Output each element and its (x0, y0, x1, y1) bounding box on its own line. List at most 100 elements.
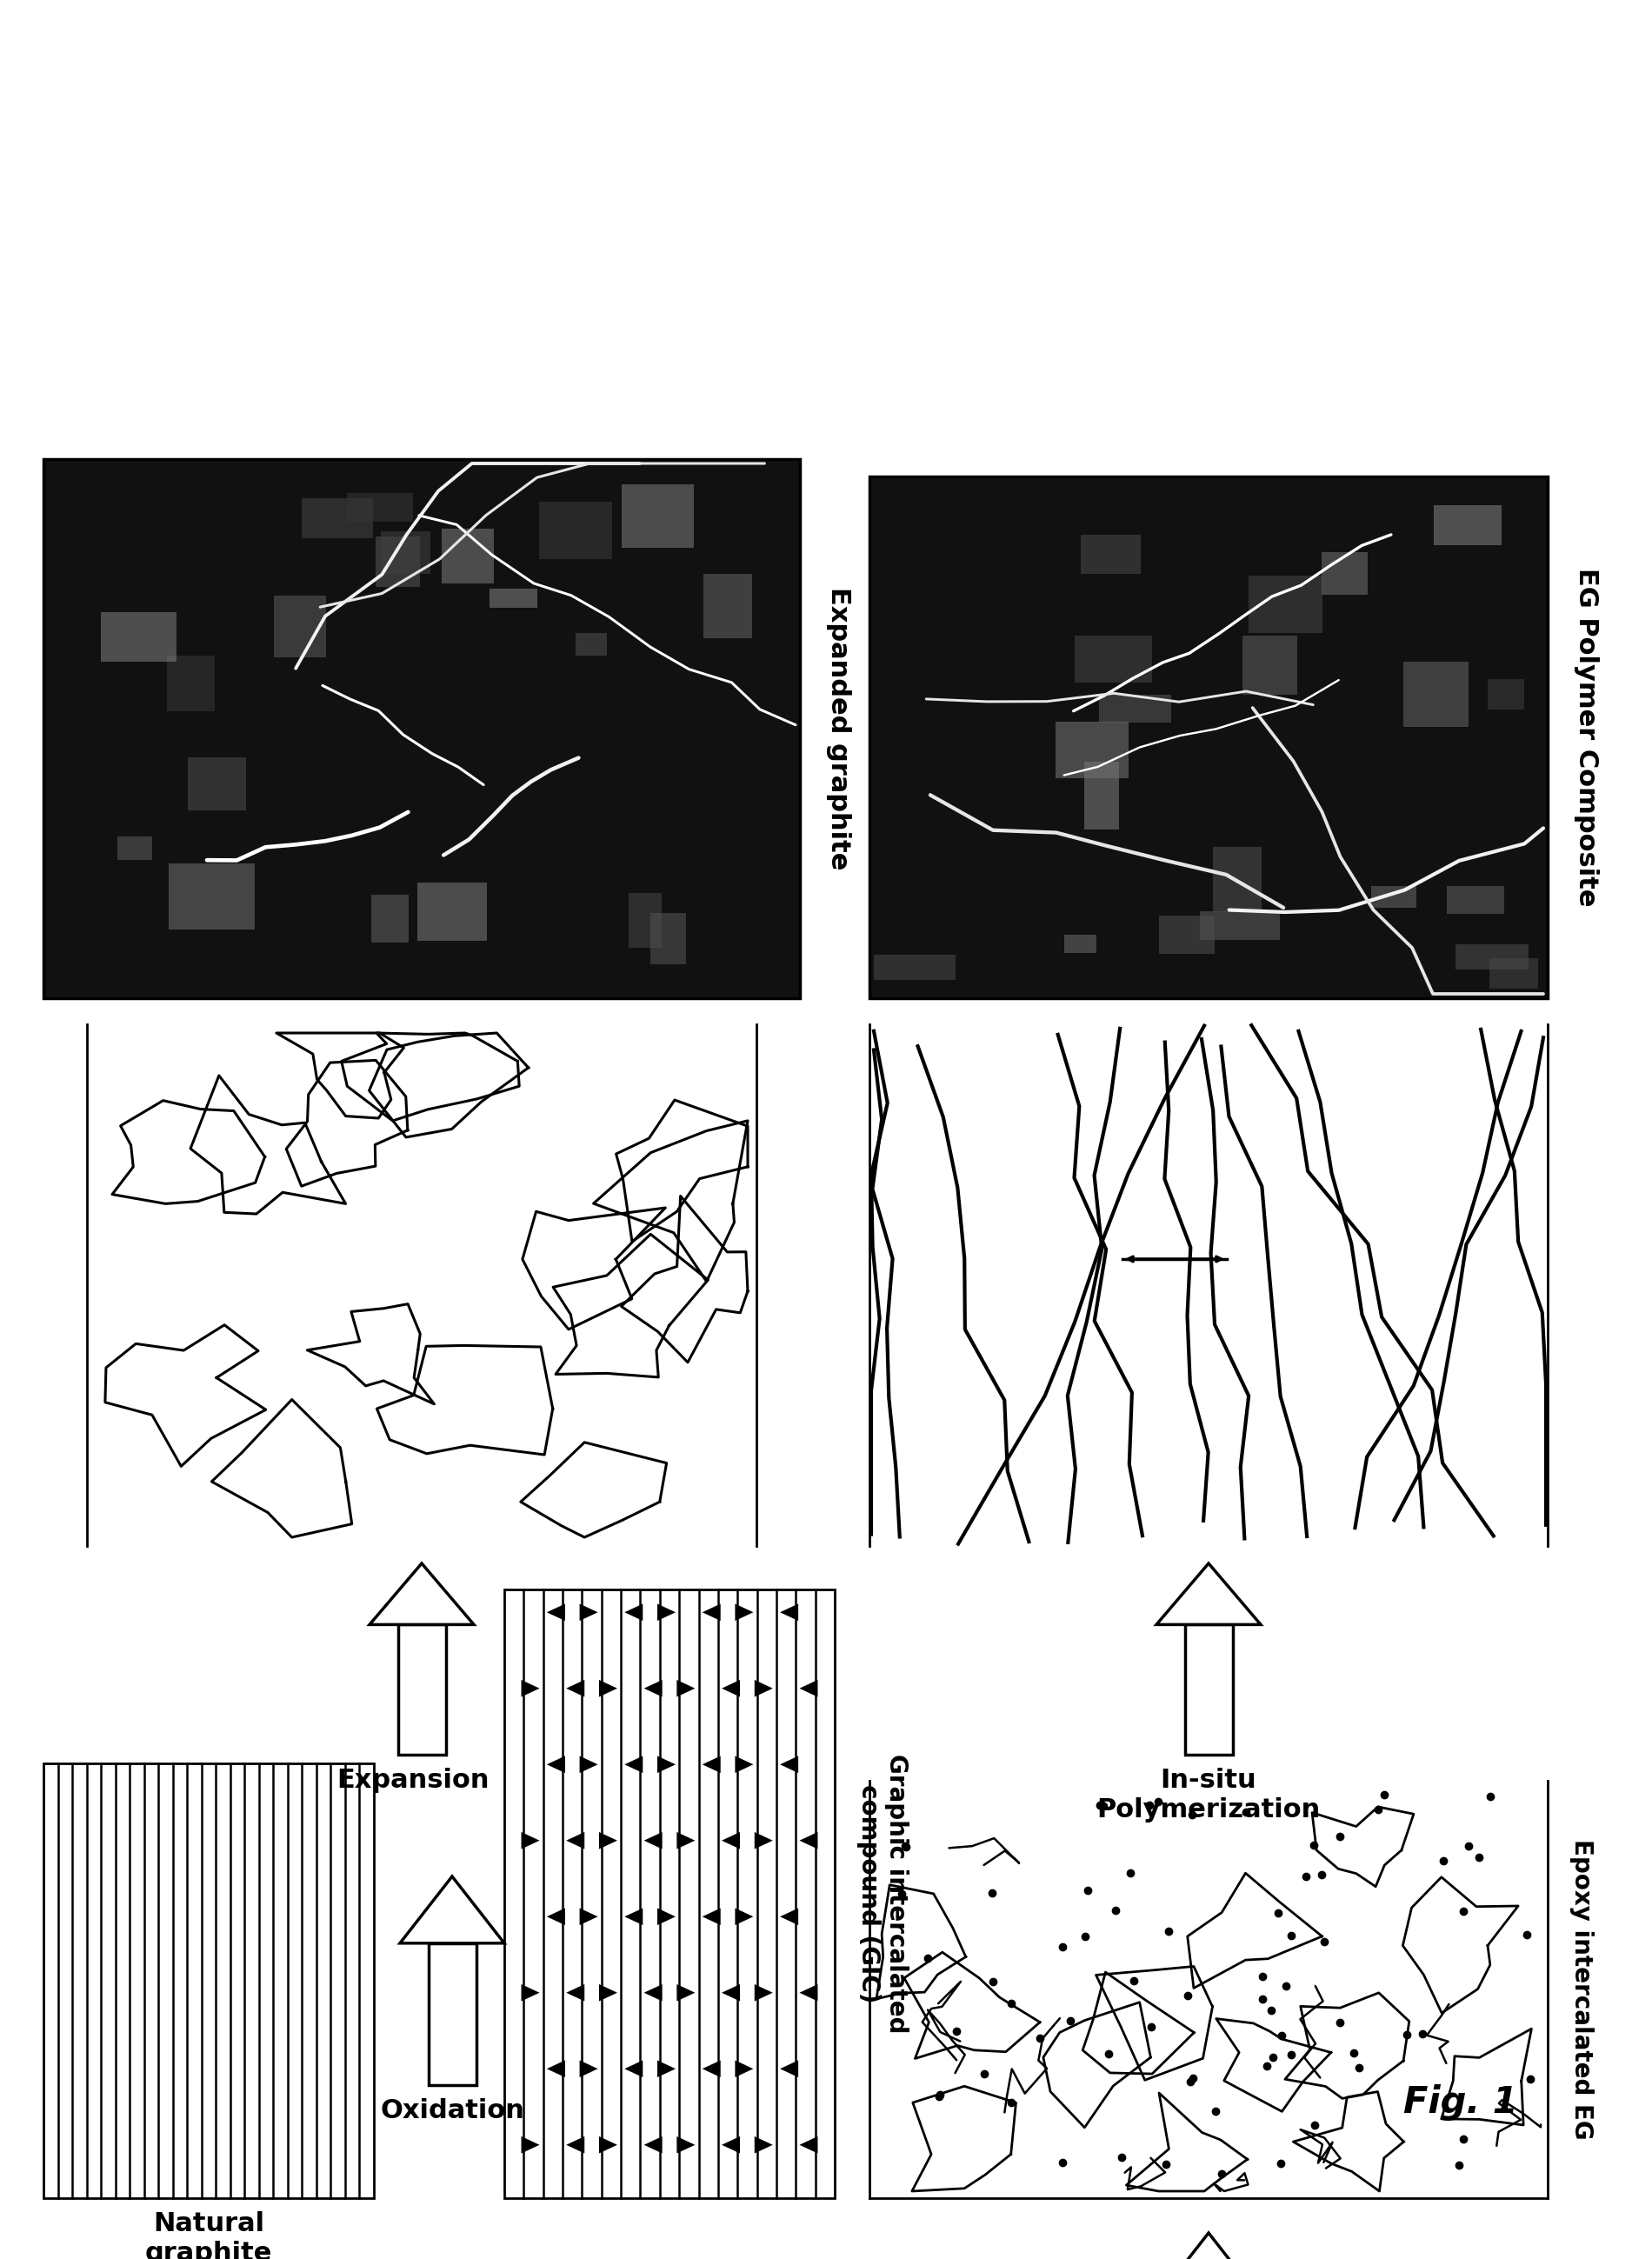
Polygon shape (702, 1755, 720, 1773)
Bar (1488, 680, 1525, 709)
Bar (1080, 535, 1140, 574)
Bar (1056, 723, 1128, 777)
Polygon shape (522, 1832, 540, 1850)
Bar (43, 459, 800, 998)
Polygon shape (800, 1983, 818, 2001)
Text: Fig. 1: Fig. 1 (1404, 2085, 1518, 2121)
Polygon shape (755, 1832, 773, 1850)
Polygon shape (780, 1604, 798, 1620)
Polygon shape (722, 1983, 740, 2001)
Polygon shape (780, 1909, 798, 1925)
Polygon shape (567, 1832, 585, 1850)
Text: Expansion: Expansion (337, 1769, 489, 1794)
Bar (382, 531, 430, 574)
Polygon shape (400, 1877, 504, 1943)
Polygon shape (600, 2137, 618, 2153)
Bar (1084, 761, 1120, 829)
Polygon shape (780, 2060, 798, 2078)
Bar (377, 535, 420, 587)
Polygon shape (522, 2137, 540, 2153)
Polygon shape (644, 2137, 662, 2153)
Polygon shape (755, 2137, 773, 2153)
Text: EG Polymer Composite: EG Polymer Composite (1574, 567, 1599, 906)
Polygon shape (657, 1604, 676, 1620)
Polygon shape (657, 1909, 676, 1925)
Polygon shape (735, 1604, 753, 1620)
Polygon shape (522, 1983, 540, 2001)
Polygon shape (547, 1755, 565, 1773)
Text: Graphic intercalated
compound (GIC): Graphic intercalated compound (GIC) (856, 1753, 909, 2033)
Bar (169, 863, 254, 928)
Bar (1064, 935, 1097, 953)
Bar (704, 574, 752, 637)
Bar (372, 895, 408, 942)
Text: Oxidation: Oxidation (380, 2099, 524, 2123)
Polygon shape (702, 1604, 720, 1620)
Bar (274, 596, 325, 657)
Bar (539, 501, 611, 558)
Polygon shape (677, 2137, 695, 2153)
Bar (1434, 506, 1502, 544)
Polygon shape (547, 1909, 565, 1925)
Polygon shape (567, 1681, 585, 1697)
Bar (1371, 886, 1417, 908)
Polygon shape (580, 1604, 598, 1620)
Polygon shape (755, 1983, 773, 2001)
Bar (188, 757, 246, 811)
Polygon shape (522, 1681, 540, 1697)
Bar (1249, 576, 1322, 633)
Polygon shape (657, 2060, 676, 2078)
Text: Epoxy intercalated EG: Epoxy intercalated EG (1569, 1839, 1594, 2139)
Polygon shape (1184, 1624, 1232, 1755)
Polygon shape (735, 1909, 753, 1925)
Text: Natural
graphite: Natural graphite (145, 2212, 273, 2259)
Bar (441, 529, 494, 583)
Bar (1404, 662, 1469, 727)
Bar (1158, 915, 1214, 953)
Polygon shape (370, 1563, 474, 1624)
Polygon shape (800, 1681, 818, 1697)
Polygon shape (722, 1681, 740, 1697)
Bar (347, 492, 413, 522)
Bar (1199, 910, 1280, 940)
Bar (101, 612, 177, 662)
Polygon shape (624, 2060, 643, 2078)
Polygon shape (1156, 1563, 1260, 1624)
Polygon shape (567, 1983, 585, 2001)
Bar (504, 1590, 834, 2198)
Text: Expanded graphite: Expanded graphite (826, 587, 851, 870)
Polygon shape (600, 1832, 618, 1850)
Bar (43, 1764, 373, 2198)
Bar (575, 633, 606, 655)
Polygon shape (644, 1983, 662, 2001)
Polygon shape (1156, 2232, 1260, 2259)
Bar (1242, 635, 1297, 696)
Polygon shape (702, 1909, 720, 1925)
Bar (1213, 847, 1262, 913)
Polygon shape (624, 1909, 643, 1925)
Polygon shape (547, 1604, 565, 1620)
Polygon shape (580, 2060, 598, 2078)
Bar (418, 883, 487, 942)
Polygon shape (800, 2137, 818, 2153)
Text: In-situ
Polymerization: In-situ Polymerization (1097, 1769, 1320, 1823)
Polygon shape (800, 1832, 818, 1850)
Polygon shape (780, 1755, 798, 1773)
Bar (302, 499, 373, 538)
Polygon shape (398, 1624, 446, 1755)
Bar (489, 590, 537, 608)
Bar (1075, 635, 1153, 682)
Polygon shape (547, 2060, 565, 2078)
Polygon shape (722, 1832, 740, 1850)
Bar (628, 892, 662, 949)
Polygon shape (580, 1909, 598, 1925)
Bar (621, 483, 694, 547)
Bar (869, 477, 1548, 998)
Polygon shape (702, 2060, 720, 2078)
Bar (1488, 958, 1538, 989)
Bar (1447, 886, 1505, 915)
Polygon shape (567, 2137, 585, 2153)
Polygon shape (677, 1681, 695, 1697)
Polygon shape (657, 1755, 676, 1773)
Bar (1099, 696, 1171, 723)
